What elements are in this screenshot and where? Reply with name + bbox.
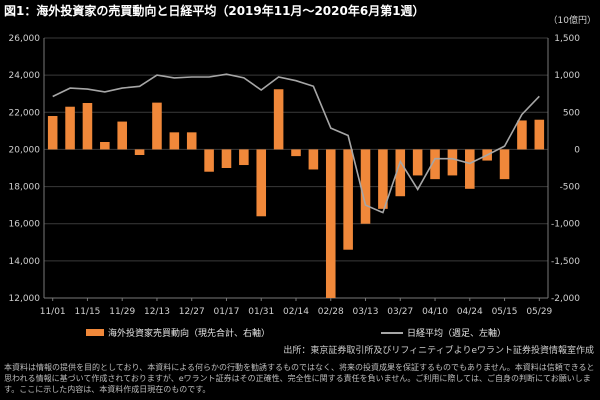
line-nikkei-average [52, 73, 540, 214]
x-axis-tick-label: 11/15 [74, 307, 100, 317]
right-axis-tick-label: 500 [563, 108, 580, 118]
bar-foreign-investor-flow [517, 120, 527, 150]
unit-label: （10億円） [548, 16, 596, 26]
x-axis-tick-label: 02/28 [318, 307, 344, 317]
bar-foreign-investor-flow [343, 149, 353, 250]
x-axis-tick-label: 05/15 [492, 307, 518, 317]
left-axis-tick-label: 20,000 [9, 145, 41, 155]
left-axis-tick-label: 24,000 [9, 71, 41, 81]
x-axis-tick-label: 01/17 [214, 307, 240, 317]
right-axis-tick-label: -1,500 [551, 257, 580, 267]
bar-foreign-investor-flow [134, 149, 145, 155]
right-axis-tick-label: 1,000 [554, 71, 580, 81]
x-axis-tick-label: 01/31 [248, 307, 274, 317]
legend-swatch-line [381, 331, 403, 334]
left-axis-tick-label: 14,000 [9, 257, 41, 267]
disclaimer: 本資料は情報の提供を目的としており、本資料による何らかの行動を勧誘するものではな… [4, 363, 595, 394]
right-axis-tick-label: -2,000 [551, 294, 580, 304]
left-axis-tick-label: 22,000 [9, 108, 41, 118]
x-axis-tick-label: 04/24 [457, 307, 483, 317]
left-axis-tick-label: 12,000 [9, 294, 41, 304]
x-axis-tick-label: 02/14 [283, 307, 309, 317]
x-axis-tick-label: 03/27 [387, 307, 413, 317]
bar-foreign-investor-flow [499, 149, 510, 180]
bar-foreign-investor-flow [239, 149, 249, 166]
legend-label-line: 日経平均（週足、左軸） [407, 329, 507, 339]
left-axis-tick-label: 26,000 [9, 34, 41, 44]
bar-foreign-investor-flow [360, 149, 371, 224]
bar-foreign-investor-flow [291, 149, 301, 157]
x-axis-tick-label: 12/27 [179, 307, 205, 317]
chart-title: 図1：海外投資家の売買動向と日経平均（2019年11月～2020年6月第1週） [4, 4, 425, 18]
right-axis-tick-label: -1,000 [551, 220, 580, 230]
right-axis-tick-label: 0 [574, 145, 580, 155]
bar-foreign-investor-flow [430, 149, 440, 180]
bar-foreign-investor-flow [465, 149, 475, 189]
bar-foreign-investor-flow [82, 103, 93, 150]
legend: 海外投資家売買動向（現先合計、右軸） 日経平均（週足、左軸） [86, 326, 586, 340]
bar-foreign-investor-flow [152, 102, 162, 150]
x-axis-tick-label: 05/29 [526, 307, 552, 317]
left-axis-tick-label: 18,000 [9, 183, 41, 193]
legend-item-bars: 海外投資家売買動向（現先合計、右軸） [86, 326, 270, 339]
bar-foreign-investor-flow [169, 132, 180, 150]
bar-foreign-investor-flow [308, 149, 319, 170]
legend-swatch-bars [86, 329, 104, 336]
bar-foreign-investor-flow [412, 149, 423, 176]
x-axis-tick-label: 03/13 [353, 307, 379, 317]
bar-foreign-investor-flow [325, 149, 336, 298]
bar-foreign-investor-flow [378, 149, 388, 209]
x-axis-tick-label: 12/13 [144, 307, 170, 317]
bar-foreign-investor-flow [100, 142, 110, 150]
left-axis-tick-label: 16,000 [9, 220, 41, 230]
x-axis-tick-label: 11/29 [109, 307, 135, 317]
x-axis-tick-label: 04/10 [422, 307, 448, 317]
bar-foreign-investor-flow [395, 149, 406, 197]
bar-foreign-investor-flow [47, 116, 58, 150]
bar-foreign-investor-flow [447, 149, 458, 176]
bar-foreign-investor-flow [256, 149, 267, 217]
right-axis-tick-label: -500 [560, 183, 581, 193]
bar-foreign-investor-flow [273, 89, 284, 150]
bar-foreign-investor-flow [65, 106, 75, 150]
bar-foreign-investor-flow [117, 121, 127, 150]
legend-label-bars: 海外投資家売買動向（現先合計、右軸） [108, 329, 271, 339]
legend-item-line: 日経平均（週足、左軸） [381, 326, 506, 339]
right-axis-tick-label: 1,500 [554, 34, 580, 44]
bar-foreign-investor-flow [204, 149, 214, 172]
source-note: 出所：東京証券取引所及びリフィニティブよりeワラント証券投資情報室作成 [283, 346, 594, 356]
bar-foreign-investor-flow [221, 149, 232, 168]
bar-foreign-investor-flow [186, 132, 197, 150]
bar-foreign-investor-flow [534, 119, 545, 150]
x-axis-tick-label: 11/01 [40, 307, 66, 317]
